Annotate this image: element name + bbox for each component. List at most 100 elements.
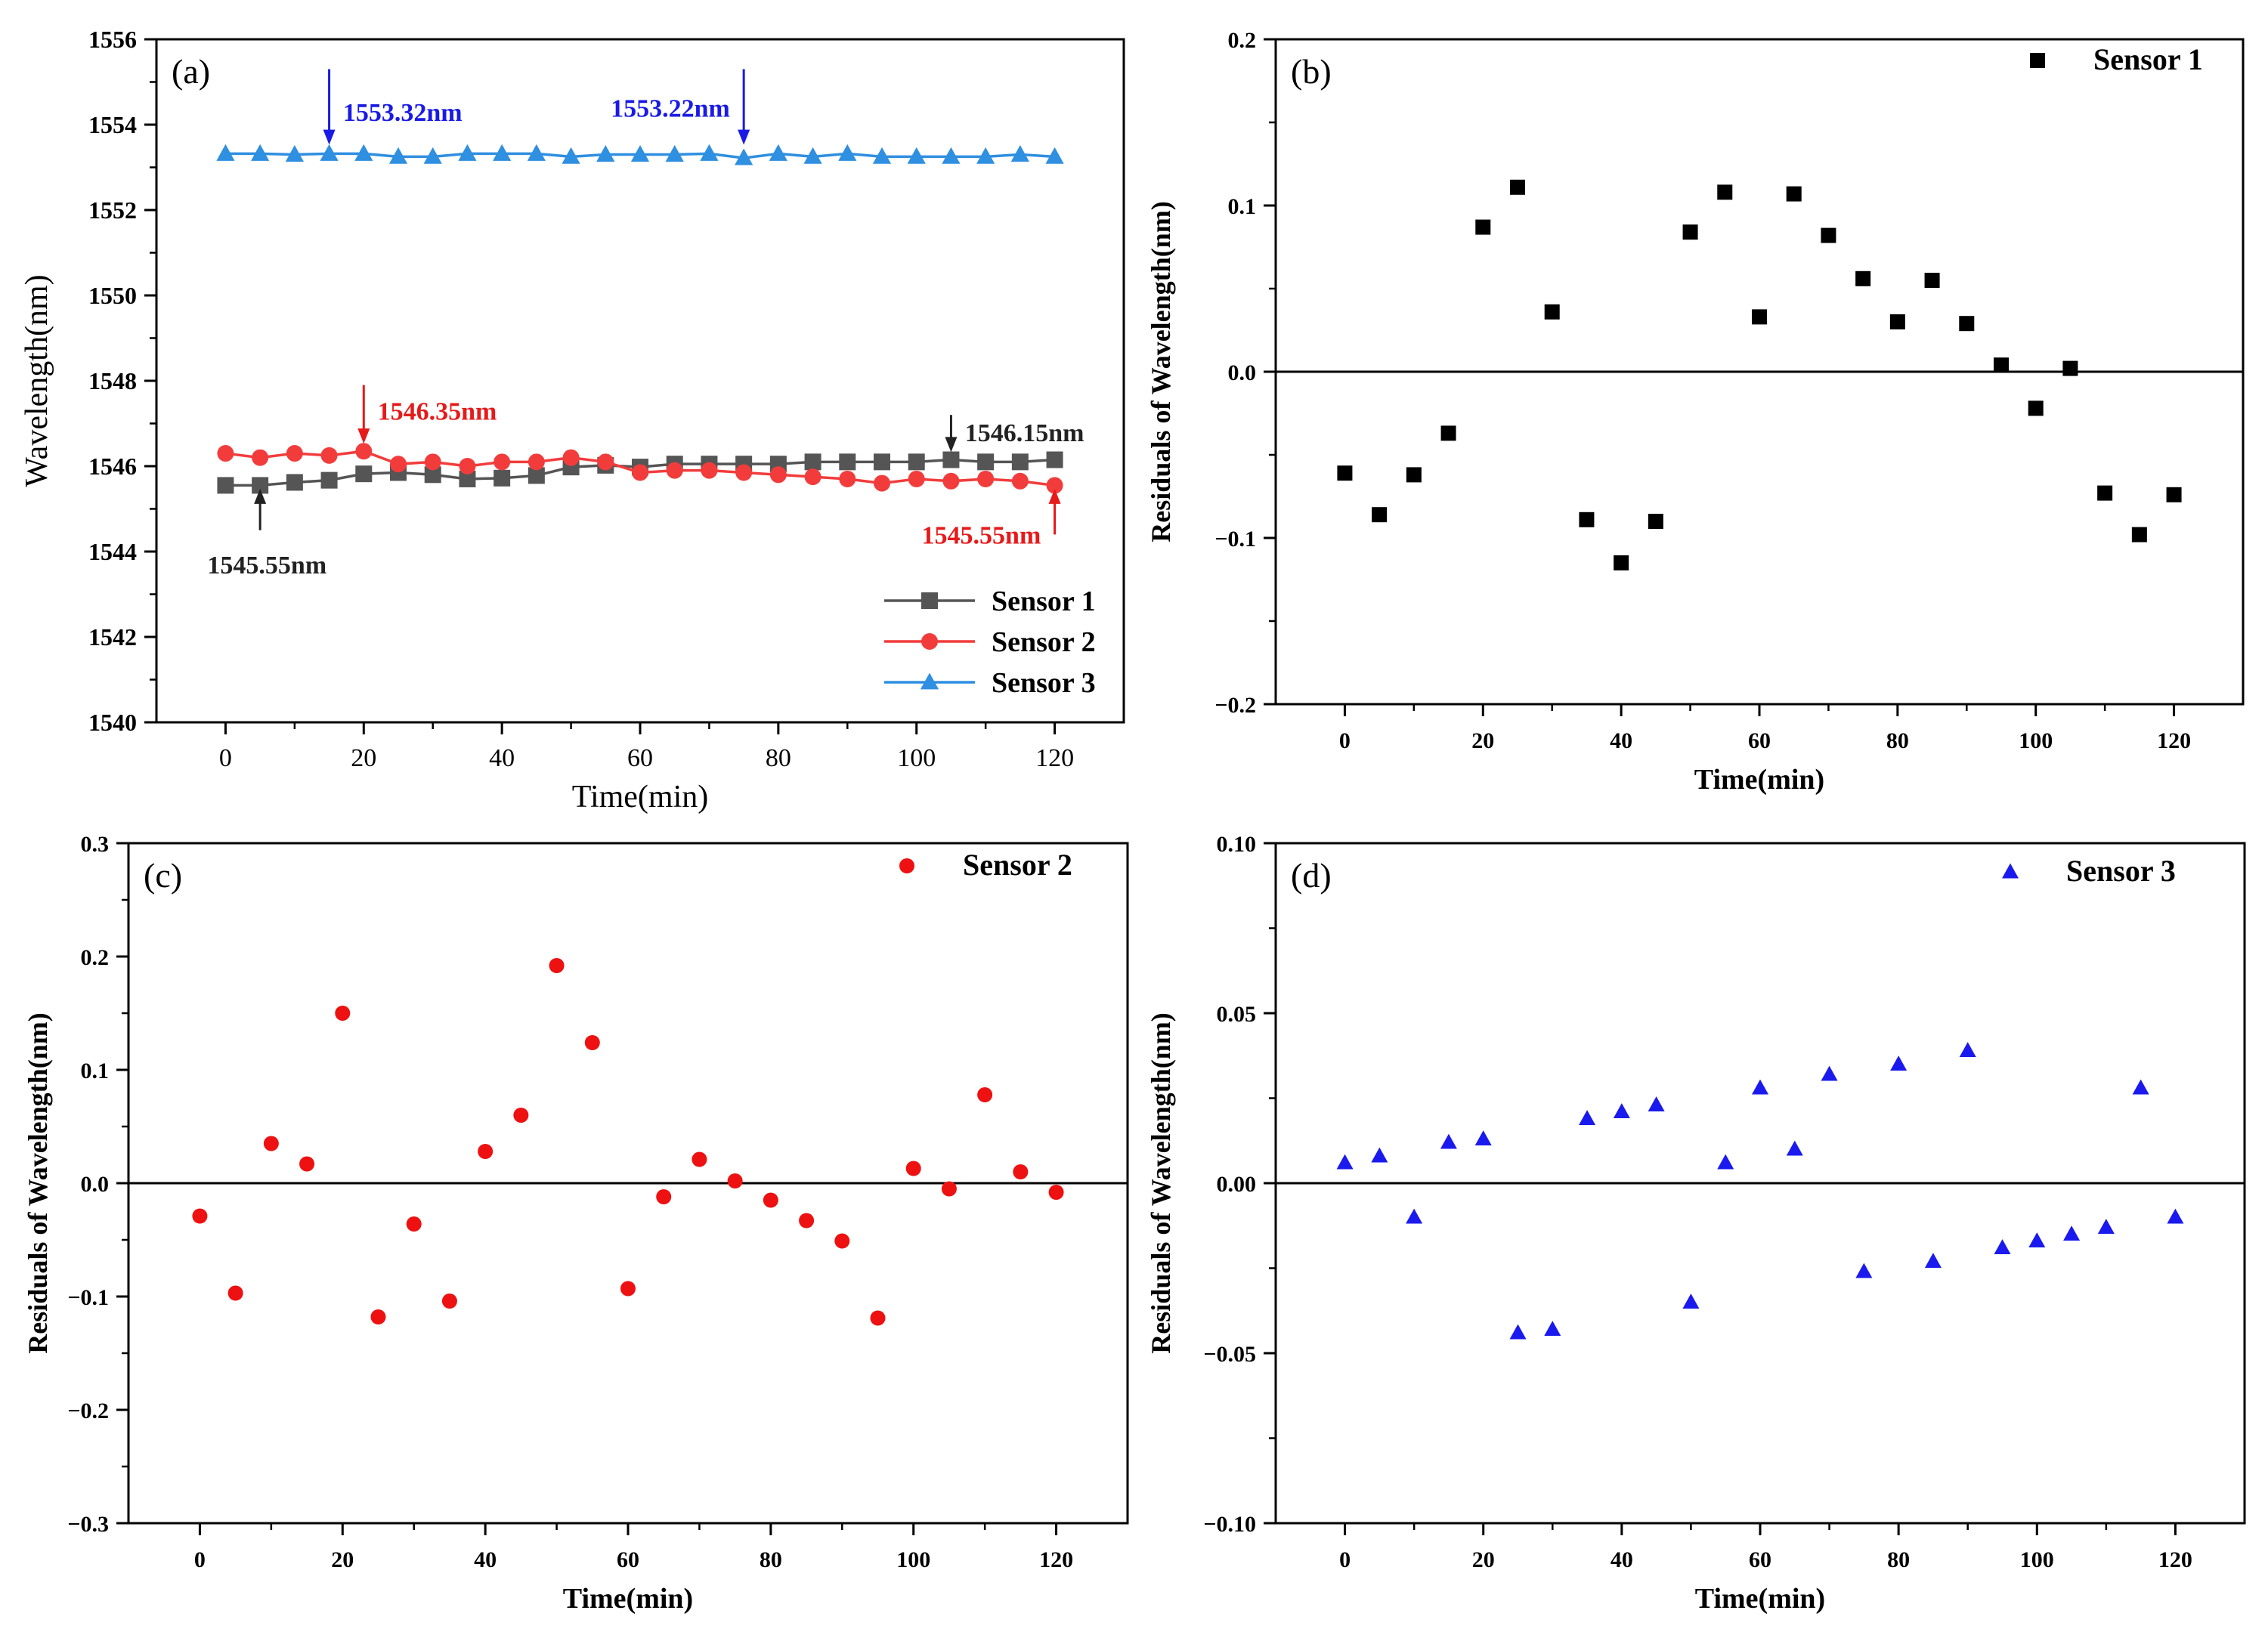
y-tick-label: −0.3 (67, 1512, 109, 1537)
y-tick-label: −0.05 (1203, 1342, 1256, 1367)
data-point (1510, 179, 1525, 195)
y-tick-label: −0.1 (1214, 527, 1256, 552)
data-point (1752, 1079, 1768, 1095)
x-tick-label: 0 (219, 744, 232, 772)
data-point (799, 1213, 815, 1229)
y-tick-label: 0.1 (81, 1059, 110, 1083)
data-point (1371, 1147, 1388, 1163)
data-point (1855, 270, 1871, 286)
x-tick-label: 0 (194, 1547, 206, 1572)
data-point (1336, 1154, 1354, 1170)
x-tick-label: 60 (627, 744, 653, 772)
data-point (2097, 1219, 2115, 1235)
data-point (874, 453, 890, 471)
data-point (666, 462, 683, 479)
data-point (355, 443, 373, 460)
data-point (406, 1216, 422, 1232)
y-tick-label: 0.0 (81, 1172, 110, 1197)
data-point (2166, 487, 2182, 502)
data-point (1440, 1133, 1457, 1149)
legend-marker (899, 858, 914, 873)
data-point (355, 465, 373, 483)
data-point (562, 449, 580, 466)
chart-panel-2: 0 20 40 60 80 100 120 −0.2 −0.1 0.0 0.1 0.2 Time(min… (1146, 28, 2245, 796)
data-point (478, 1144, 494, 1159)
data-point (1046, 477, 1063, 494)
data-point (192, 1208, 208, 1224)
data-point (1406, 1208, 1423, 1224)
data-point (620, 1281, 636, 1297)
y-tick-label: 0.00 (1217, 1172, 1257, 1197)
data-point (1010, 145, 1029, 162)
data-point (2028, 400, 2044, 416)
annotation-label: 1545.55nm (922, 521, 1041, 549)
data-point (320, 447, 338, 464)
legend-marker (921, 633, 938, 650)
data-point (424, 466, 441, 484)
data-point (908, 470, 925, 487)
data-point (1474, 1130, 1492, 1146)
y-tick-label: −0.10 (1203, 1512, 1256, 1537)
x-tick-label: 20 (1471, 728, 1494, 753)
annotation-label: 1546.15nm (965, 419, 1084, 447)
x-tick-label: 40 (1610, 1547, 1633, 1572)
data-point (2131, 527, 2147, 542)
data-point (390, 456, 407, 473)
data-point (1717, 1154, 1734, 1170)
data-point (493, 144, 512, 161)
legend: Sensor 3 (2002, 854, 2176, 888)
panel-label: (b) (1291, 52, 1332, 91)
data-point (388, 147, 408, 164)
data-point (1752, 309, 1767, 325)
data-point (942, 451, 960, 468)
panel-label: (c) (144, 856, 182, 895)
annotation-arrowhead (323, 129, 336, 145)
data-point (217, 445, 234, 462)
data-point (1889, 314, 1905, 329)
data-point (1959, 316, 1975, 332)
data-point (1821, 227, 1836, 243)
y-axis-label: Residuals of Wavelength(nm) (1146, 201, 1176, 542)
data-point (701, 462, 718, 479)
data-point (584, 1035, 600, 1050)
y-axis-label: Residuals of Wavelength(nm) (1146, 1012, 1176, 1353)
chart-panel-4: 0 20 40 60 80 100 120 −0.10 −0.05 0.00 0.05 0.10 Tim… (1146, 832, 2246, 1615)
annotation-arrowhead (357, 428, 370, 444)
annotation-label: 1546.35nm (378, 398, 497, 426)
x-tick-label: 20 (351, 744, 376, 772)
y-tick-label: 1544 (88, 538, 137, 565)
legend-label: Sensor 2 (992, 626, 1096, 658)
legend-marker (2030, 53, 2045, 68)
x-tick-label: 60 (617, 1547, 639, 1572)
data-point (2097, 485, 2113, 501)
data-point (299, 1156, 315, 1172)
plot-frame (155, 38, 1125, 724)
x-tick-label: 60 (1748, 728, 1771, 753)
x-tick-label: 120 (1035, 744, 1074, 772)
panel-label: (a) (172, 52, 210, 91)
chart-panel-1: 0 20 40 60 80 100 120 1540 1542 1544 1546 1548 1550 1… (20, 26, 1125, 814)
data-point (1786, 186, 1802, 202)
data-point (1994, 357, 2009, 373)
data-point (494, 469, 511, 487)
data-point (1579, 512, 1595, 527)
legend: Sensor 1 Sensor 2 Sensor 3 (884, 586, 1096, 699)
data-point (1717, 184, 1733, 200)
x-tick-label: 100 (896, 1547, 930, 1572)
data-point (839, 453, 856, 471)
data-point (285, 145, 304, 162)
data-point (1959, 1042, 1976, 1058)
annotation-label: 1553.22nm (611, 94, 730, 122)
data-point (803, 147, 822, 164)
data-point (528, 467, 545, 484)
y-tick-label: 0.0 (1228, 360, 1257, 385)
panel-label: (d) (1291, 856, 1332, 895)
data-point (424, 453, 441, 471)
data-point (1048, 1185, 1064, 1200)
data-point (597, 453, 614, 471)
data-point (1924, 273, 1940, 288)
data-point (656, 1189, 672, 1204)
data-point (870, 1310, 886, 1326)
annotation-label: 1545.55nm (207, 552, 326, 580)
x-tick-label: 0 (1339, 1547, 1351, 1572)
